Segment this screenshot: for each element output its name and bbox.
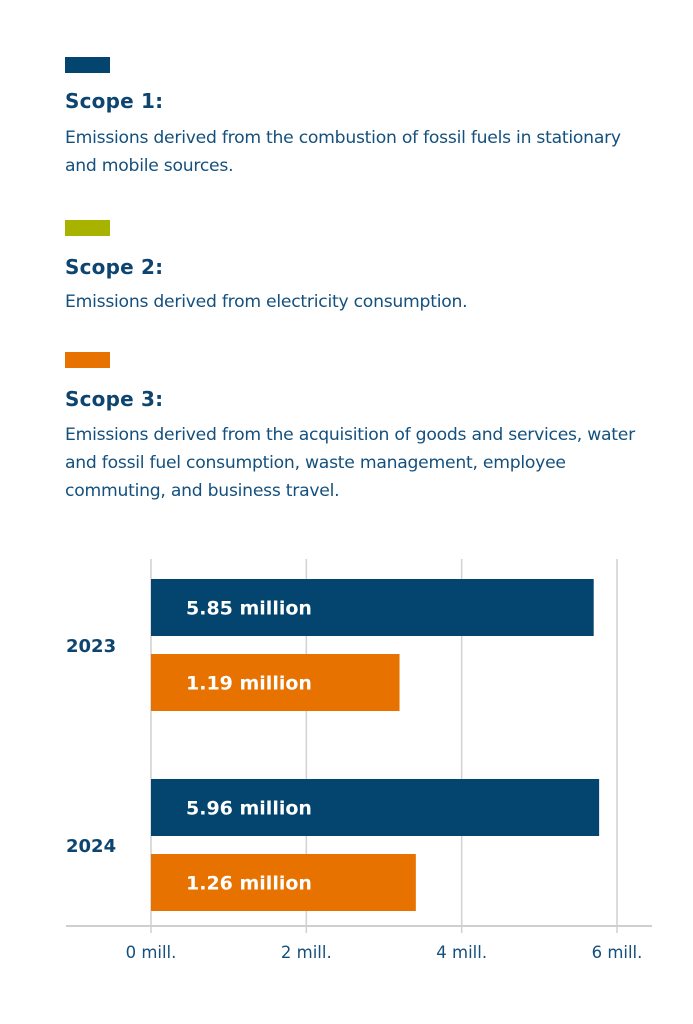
x-tick-label: 6 mill.: [592, 943, 643, 962]
x-tick-label: 0 mill.: [126, 943, 177, 962]
bar-scope1-2023: [151, 579, 594, 636]
category-label-2024: 2024: [66, 836, 116, 857]
x-axis-ticks: 0 mill. 2 mill. 4 mill. 6 mill.: [126, 943, 643, 962]
bar-value-label: 5.85 million: [186, 598, 312, 620]
x-tick-label: 4 mill.: [436, 943, 487, 962]
scope3-title: Scope 3:: [65, 387, 164, 411]
category-labels: 2023 2024: [66, 636, 116, 857]
bar-value-label: 1.26 million: [186, 873, 312, 895]
scope1-swatch: [65, 57, 110, 73]
scope3-swatch: [65, 352, 110, 368]
category-label-2023: 2023: [66, 636, 116, 657]
scope1-description: Emissions derived from the combustion of…: [65, 128, 621, 176]
emissions-bar-chart: 5.85 million 1.19 million 5.96 million 1.26…: [66, 559, 652, 962]
scope2-title: Scope 2:: [65, 255, 164, 279]
bar-scope1-2024: [151, 779, 600, 836]
scope2-swatch: [65, 220, 110, 236]
bar-value-label: 1.19 million: [186, 673, 312, 695]
bar-scope3-2024: [151, 854, 416, 911]
scope2-description: Emissions derived from electricity consu…: [65, 292, 468, 312]
bar-scope3-2023: [151, 654, 400, 711]
bar-value-label: 5.96 million: [186, 798, 312, 820]
scope1-title: Scope 1:: [65, 89, 164, 113]
scope3-description: Emissions derived from the acquisition o…: [65, 425, 635, 501]
x-tick-label: 2 mill.: [281, 943, 332, 962]
bars: 5.85 million 1.19 million 5.96 million 1.26…: [151, 579, 600, 911]
